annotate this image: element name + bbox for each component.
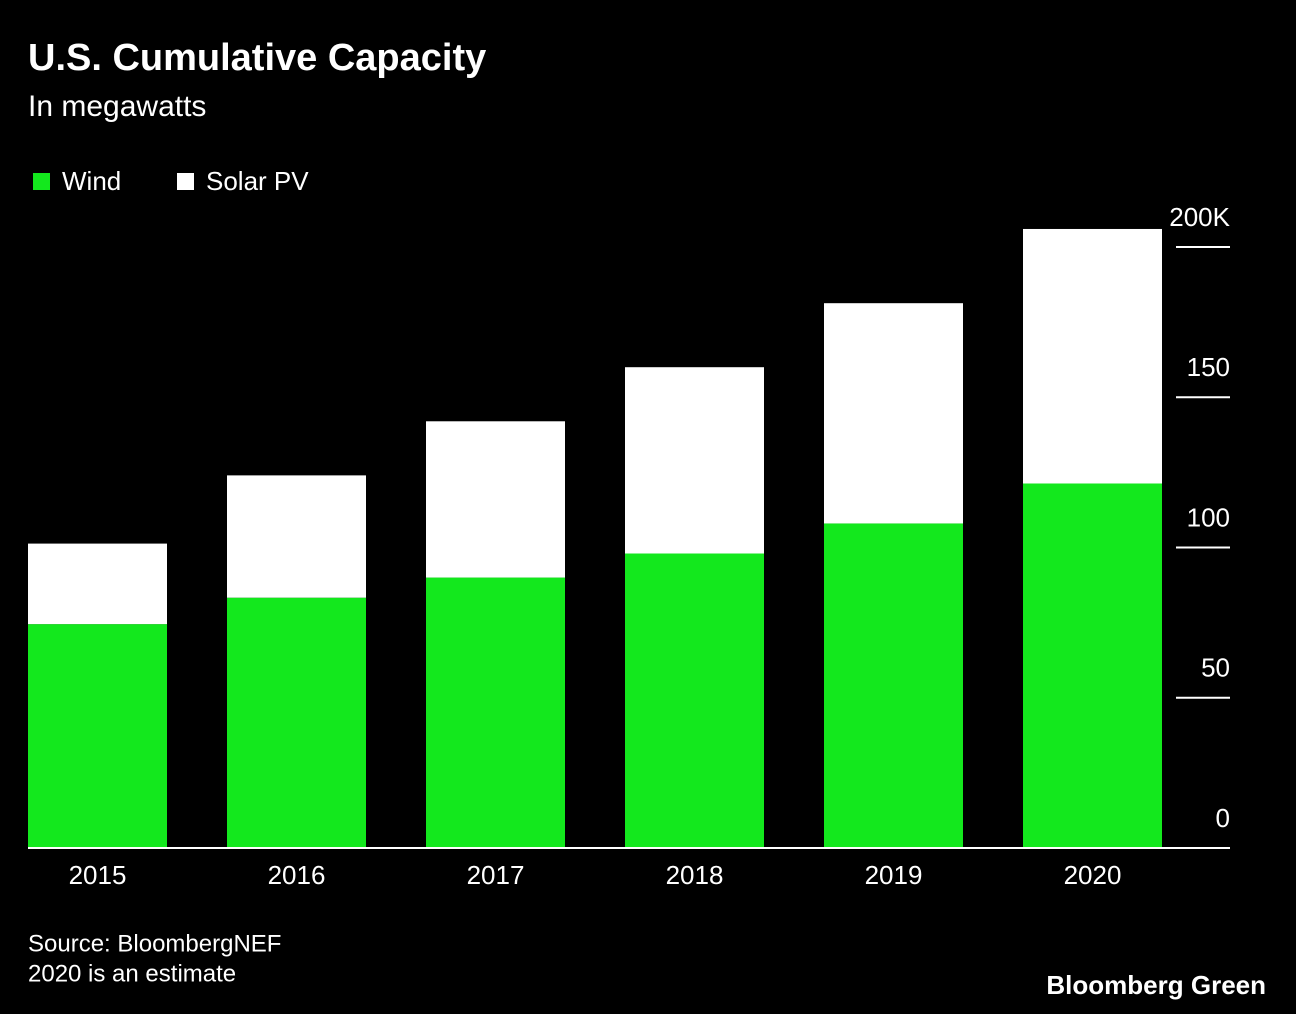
- y-tick-label: 100: [1187, 502, 1230, 532]
- y-tick-label: 200K: [1169, 202, 1230, 232]
- bar-segment: [824, 303, 963, 524]
- bar-segment: [227, 597, 366, 848]
- bar-segment: [1023, 228, 1162, 484]
- x-tick-label: 2019: [865, 860, 923, 890]
- y-tick-label: 50: [1201, 653, 1230, 683]
- bar-segment: [28, 624, 167, 848]
- bar-segment: [426, 577, 565, 848]
- bar-segment: [625, 367, 764, 554]
- x-tick-label: 2015: [69, 860, 127, 890]
- legend-label: Wind: [62, 166, 121, 196]
- bar-segment: [625, 553, 764, 848]
- brand: Bloomberg Green: [1046, 970, 1266, 1000]
- source: Source: BloombergNEF: [28, 930, 281, 957]
- bar-segment: [1023, 483, 1162, 848]
- y-tick-label: 150: [1187, 352, 1230, 382]
- note: 2020 is an estimate: [28, 960, 236, 987]
- bar-segment: [28, 543, 167, 625]
- legend-swatch: [33, 173, 50, 190]
- chart-subtitle: In megawatts: [28, 90, 206, 123]
- bar-segment: [426, 421, 565, 578]
- legend-swatch: [177, 173, 194, 190]
- legend-label: Solar PV: [206, 166, 309, 196]
- x-tick-label: 2018: [666, 860, 724, 890]
- bar-segment: [227, 475, 366, 598]
- x-tick-label: 2017: [467, 860, 525, 890]
- chart-title: U.S. Cumulative Capacity: [28, 37, 486, 79]
- y-tick-label: 0: [1216, 803, 1230, 833]
- x-tick-label: 2016: [268, 860, 326, 890]
- bar-segment: [824, 523, 963, 848]
- x-tick-label: 2020: [1064, 860, 1122, 890]
